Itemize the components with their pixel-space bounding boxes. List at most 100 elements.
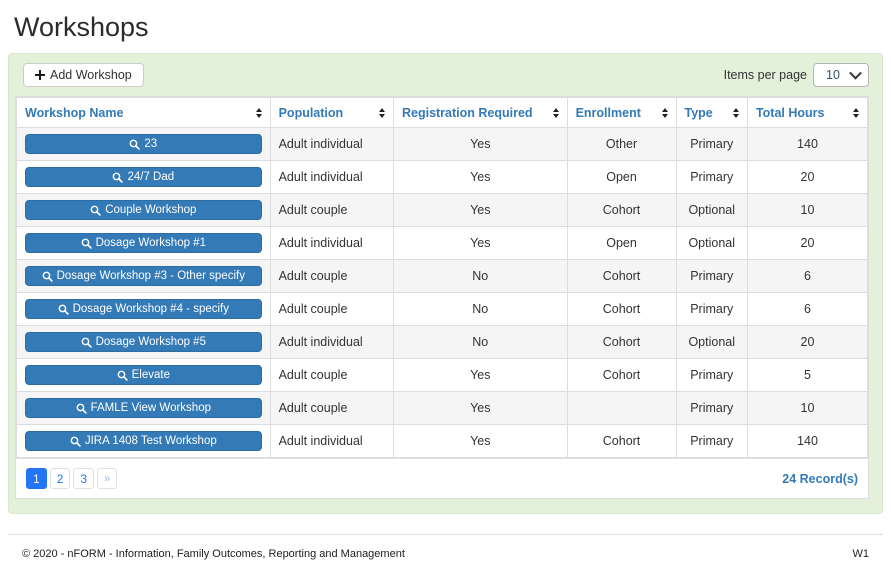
pagination-row: 1 2 3» 24 Record(s): [16, 458, 868, 498]
page-button-1[interactable]: 1: [26, 468, 47, 489]
registration-required-cell: Yes: [392, 391, 568, 425]
workshop-button[interactable]: Dosage Workshop #3 - Other specify: [25, 266, 262, 286]
workshop-button[interactable]: Dosage Workshop #4 - specify: [25, 299, 262, 319]
page-button-3[interactable]: 3: [73, 468, 95, 489]
search-icon: [76, 403, 87, 414]
type-cell: Primary: [675, 160, 748, 194]
table-row: FAMLE View Workshop Adult couple Yes Primar…: [16, 391, 869, 425]
total-hours-cell: 20: [746, 325, 869, 359]
search-icon: [113, 172, 124, 183]
items-per-page-label: Items per page: [723, 68, 807, 82]
page-button-2[interactable]: 2: [49, 468, 71, 489]
population-cell: Adult individual: [269, 127, 394, 161]
registration-required-cell: No: [392, 259, 568, 293]
table-row: Dosage Workshop #5 Adult individual No Coho…: [16, 325, 869, 359]
workshop-button-label: Elevate: [131, 369, 170, 381]
workshop-button[interactable]: 24/7 Dad: [25, 167, 262, 187]
population-cell: Adult individual: [269, 325, 394, 359]
items-per-page: Items per page 10: [724, 63, 869, 87]
total-hours-cell: 140: [746, 424, 869, 458]
population-cell: Adult couple: [269, 292, 394, 326]
page: Workshops Add Workshop Items per page 10: [0, 12, 891, 560]
search-icon: [81, 238, 92, 249]
enrollment-cell: Cohort: [566, 325, 677, 359]
column-header-workshop-name[interactable]: Workshop Name: [16, 97, 271, 128]
enrollment-cell: Cohort: [566, 292, 677, 326]
population-cell: Adult couple: [269, 193, 394, 227]
population-cell: Adult couple: [269, 391, 394, 425]
add-workshop-button[interactable]: Add Workshop: [23, 63, 144, 87]
workshop-name-cell: Couple Workshop: [16, 193, 271, 227]
column-header-label: Workshop Name: [25, 105, 124, 120]
type-cell: Primary: [675, 259, 748, 293]
column-header-enrollment[interactable]: Enrollment: [566, 97, 677, 128]
footer-version: W1: [852, 548, 870, 560]
enrollment-cell: Cohort: [566, 259, 677, 293]
workshop-button-label: JIRA 1408 Test Workshop: [84, 435, 217, 447]
total-hours-cell: 140: [746, 127, 869, 161]
workshop-name-cell: 24/7 Dad: [16, 160, 271, 194]
column-header-label: Population: [278, 105, 344, 120]
type-cell: Optional: [675, 193, 748, 227]
type-cell: Primary: [675, 424, 748, 458]
registration-required-cell: Yes: [392, 226, 568, 260]
total-hours-cell: 10: [746, 193, 869, 227]
column-header-total-hours[interactable]: Total Hours: [746, 97, 869, 128]
total-hours-cell: 5: [746, 358, 869, 392]
enrollment-cell: Other: [566, 127, 677, 161]
search-icon: [81, 337, 92, 348]
column-header-label: Type: [684, 105, 713, 120]
column-header-label: Total Hours: [755, 105, 825, 120]
workshop-button-label: Couple Workshop: [105, 204, 197, 216]
sort-icon[interactable]: [732, 107, 739, 118]
population-cell: Adult individual: [269, 160, 394, 194]
workshop-button[interactable]: 23: [25, 134, 262, 154]
sort-icon[interactable]: [255, 107, 262, 118]
table-row: 23 Adult individual Yes Other Primary 140: [16, 127, 869, 161]
next-page-button[interactable]: »: [97, 468, 118, 489]
workshop-button[interactable]: FAMLE View Workshop: [25, 398, 262, 418]
workshop-button-label: Dosage Workshop #5: [95, 336, 206, 348]
workshop-button[interactable]: Dosage Workshop #1: [25, 233, 262, 253]
workshop-button[interactable]: JIRA 1408 Test Workshop: [25, 431, 262, 451]
search-icon: [58, 304, 69, 315]
table-row: 24/7 Dad Adult individual Yes Open Primary 20: [16, 160, 869, 194]
items-per-page-select[interactable]: 10: [813, 63, 869, 87]
column-header-type[interactable]: Type: [675, 97, 748, 128]
table-container: Workshop Name Population Registration Requ…: [15, 96, 869, 499]
enrollment-cell: Cohort: [566, 193, 677, 227]
registration-required-cell: Yes: [392, 127, 568, 161]
items-per-page-select-wrap: 10: [813, 63, 869, 87]
population-cell: Adult individual: [269, 424, 394, 458]
table-row: JIRA 1408 Test Workshop Adult individual Y…: [16, 424, 869, 458]
workshop-name-cell: JIRA 1408 Test Workshop: [16, 424, 271, 458]
workshop-button[interactable]: Dosage Workshop #5: [25, 332, 262, 352]
column-header-registration-required[interactable]: Registration Required: [392, 97, 568, 128]
table-row: Dosage Workshop #4 - specify Adult couple…: [16, 292, 869, 326]
add-workshop-label: Add Workshop: [50, 68, 132, 82]
sort-icon[interactable]: [853, 107, 859, 118]
sort-icon[interactable]: [661, 107, 668, 118]
type-cell: Primary: [675, 292, 748, 326]
registration-required-cell: Yes: [392, 358, 568, 392]
sort-icon[interactable]: [552, 107, 559, 118]
column-header-population[interactable]: Population: [269, 97, 394, 128]
sort-icon[interactable]: [378, 107, 385, 118]
workshop-name-cell: Dosage Workshop #4 - specify: [16, 292, 271, 326]
total-hours-cell: 6: [746, 259, 869, 293]
total-hours-cell: 10: [746, 391, 869, 425]
footer-copyright: © 2020 - nFORM - Information, Family Out…: [22, 548, 405, 560]
workshop-button-label: FAMLE View Workshop: [90, 402, 211, 414]
type-cell: Optional: [675, 226, 748, 260]
total-hours-cell: 20: [746, 226, 869, 260]
workshop-button[interactable]: Elevate: [25, 365, 262, 385]
workshop-button[interactable]: Couple Workshop: [25, 200, 262, 220]
total-hours-cell: 6: [746, 292, 869, 326]
toolbar: Add Workshop Items per page 10: [15, 63, 869, 96]
registration-required-cell: Yes: [392, 193, 568, 227]
enrollment-cell: Open: [566, 226, 677, 260]
table-row: Couple Workshop Adult couple Yes Cohort Opti…: [16, 193, 869, 227]
registration-required-cell: Yes: [392, 424, 568, 458]
type-cell: Primary: [675, 358, 748, 392]
registration-required-cell: Yes: [392, 160, 568, 194]
